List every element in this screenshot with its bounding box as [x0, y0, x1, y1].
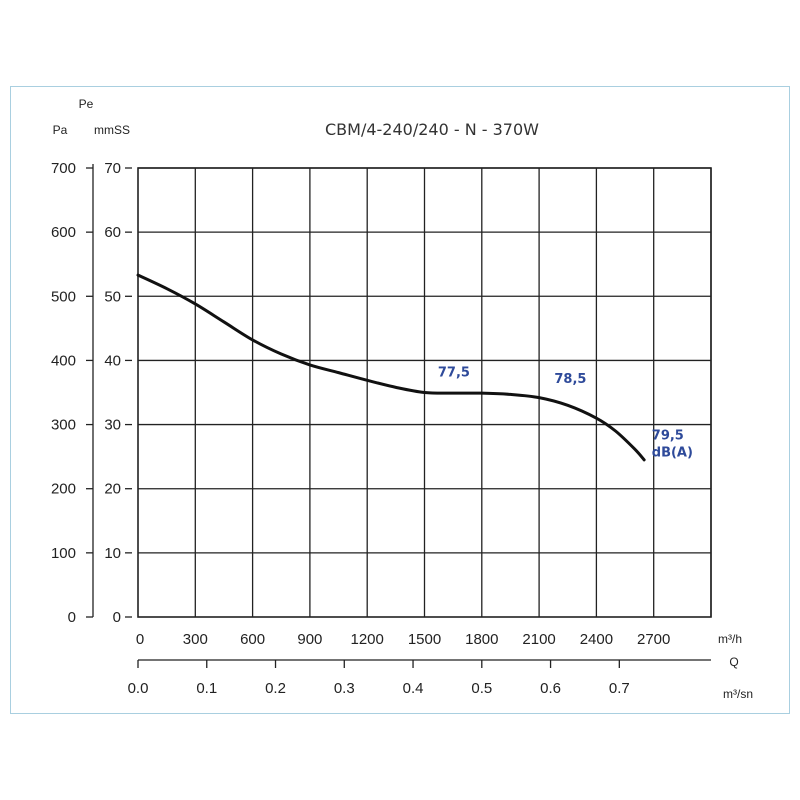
chart-frame [10, 86, 790, 714]
performance-curve [136, 273, 646, 462]
y-left-axis-label: Pa [53, 123, 68, 137]
x-bottom-axis-label-bottom: m³/sn [723, 687, 753, 701]
x-bottom-tick-label: 0.1 [196, 680, 217, 697]
y-right-tick-label: 70 [104, 160, 121, 177]
y-left-tick-label: 700 [51, 160, 76, 177]
y-right-tick-label: 40 [104, 352, 121, 369]
y-right-tick-label: 20 [104, 481, 121, 498]
sound-level-label: 79,5 [652, 428, 684, 443]
y-left-tick-label: 0 [68, 609, 76, 626]
sound-level-label: 78,5 [554, 372, 586, 387]
sound-level-label: dB(A) [652, 446, 693, 461]
x-top-tick-label: 600 [240, 631, 265, 648]
x-bottom-tick-label: 0.0 [128, 680, 149, 697]
y-left-tick-label: 100 [51, 545, 76, 562]
y-right-tick-label: 50 [104, 288, 121, 305]
y-right-axis-label-bottom: mmSS [94, 123, 130, 137]
x-top-axis-label: m³/h [718, 632, 742, 646]
x-top-tick-label: 300 [183, 631, 208, 648]
x-bottom-tick-label: 0.7 [609, 680, 630, 697]
x-bottom-tick-label: 0.2 [265, 680, 286, 697]
x-top-tick-label: 2100 [522, 631, 555, 648]
y-left-tick-label: 400 [51, 352, 76, 369]
x-top-tick-label: 1200 [351, 631, 384, 648]
x-top-tick-label: 2700 [637, 631, 670, 648]
x-top-tick-label: 1800 [465, 631, 498, 648]
y-left-tick-label: 500 [51, 288, 76, 305]
x-top-tick-label: 1500 [408, 631, 441, 648]
chart-title: CBM/4-240/240 - N - 370W [325, 120, 539, 139]
y-right-axis-label-top: Pe [79, 97, 94, 111]
plot-border [137, 167, 712, 618]
x-bottom-tick-label: 0.5 [471, 680, 492, 697]
y-left-tick-label: 200 [51, 481, 76, 498]
y-right-tick-label: 60 [104, 224, 121, 241]
y-right-tick-label: 0 [113, 609, 121, 626]
x-bottom-axis-label-top: Q [729, 655, 738, 669]
x-bottom-tick-label: 0.4 [403, 680, 424, 697]
sound-level-label: 77,5 [438, 365, 470, 380]
x-top-tick-label: 0 [136, 631, 144, 648]
x-bottom-tick-label: 0.3 [334, 680, 355, 697]
y-left-tick-label: 300 [51, 417, 76, 434]
x-bottom-tick-label: 0.6 [540, 680, 561, 697]
y-right-tick-label: 10 [104, 545, 121, 562]
x-top-tick-label: 900 [297, 631, 322, 648]
y-right-tick-label: 30 [104, 417, 121, 434]
y-left-tick-label: 600 [51, 224, 76, 241]
x-top-tick-label: 2400 [580, 631, 613, 648]
